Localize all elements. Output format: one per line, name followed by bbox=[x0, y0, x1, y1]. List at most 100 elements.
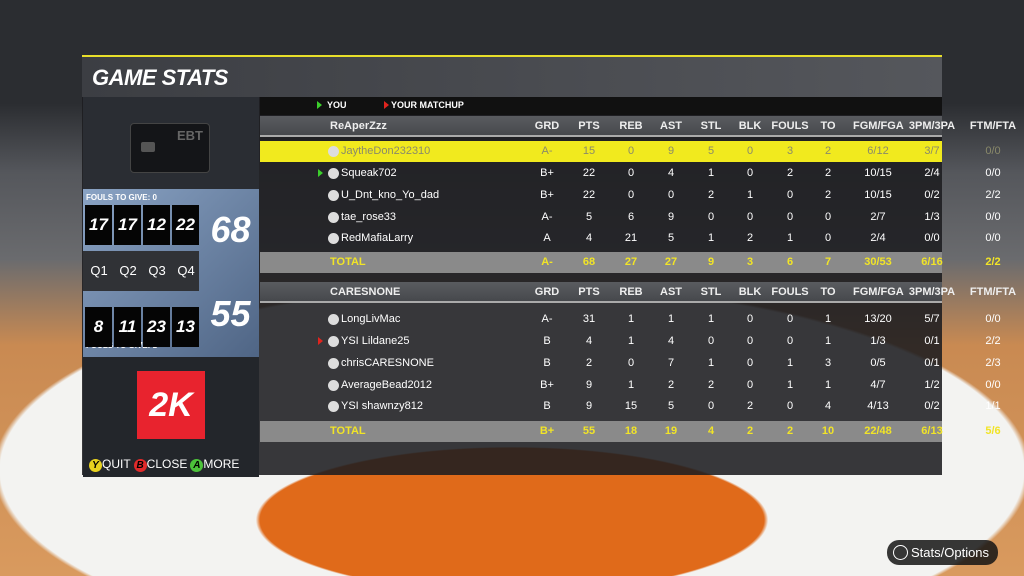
stat-cell: 0 bbox=[627, 189, 635, 201]
column-header: REB bbox=[619, 286, 643, 298]
player-row[interactable]: AverageBead2012 B+ 9 1 2 2 0 1 1 4/7 1/2 0/0 bbox=[260, 375, 1001, 396]
stat-cell: 0 bbox=[824, 211, 832, 223]
stat-cell: 0 bbox=[786, 335, 794, 347]
total-cell: 2/2 bbox=[985, 256, 1001, 268]
stats-table: YOU YOUR MATCHUP ReAperZzz GRD PTS REB AST ST… bbox=[260, 97, 1016, 477]
total-cell: 30/53 bbox=[864, 256, 892, 268]
column-header: TO bbox=[820, 286, 836, 298]
stat-cell: A- bbox=[541, 313, 553, 325]
column-header: GRD bbox=[534, 120, 560, 132]
total-cell: B+ bbox=[539, 425, 555, 437]
controller-hints: Y QUIT B CLOSE A MORE bbox=[89, 457, 239, 472]
stat-cell: 0/1 bbox=[924, 357, 940, 369]
total-cell: 55 bbox=[582, 425, 596, 437]
stat-cell: 0 bbox=[786, 400, 794, 412]
platform-icon bbox=[328, 146, 339, 157]
stat-cell: 4 bbox=[824, 400, 832, 412]
player-row[interactable]: YSI shawnzy812 B 9 15 5 0 2 0 4 4/13 0/2 1/1 bbox=[260, 396, 1001, 417]
platform-icon bbox=[328, 233, 339, 244]
b-button-icon: B bbox=[133, 459, 147, 472]
stat-cell: 2/7 bbox=[870, 211, 886, 223]
stat-cell: 1/1 bbox=[985, 400, 1001, 412]
column-header: BLK bbox=[738, 286, 762, 298]
platform-icon bbox=[328, 168, 339, 179]
stat-cell: 4 bbox=[667, 167, 675, 179]
stat-cell: 2 bbox=[746, 232, 754, 244]
player-row[interactable]: RedMafiaLarry A 4 21 5 1 2 1 0 2/4 0/0 0/0 bbox=[260, 228, 1001, 249]
total-cell: 27 bbox=[664, 256, 678, 268]
home-q3-score: 12 bbox=[143, 205, 170, 245]
total-cell: 3 bbox=[746, 256, 754, 268]
column-header: FTM/FTA bbox=[969, 286, 1017, 298]
stat-cell: 0/0 bbox=[985, 232, 1001, 244]
stat-cell: 1 bbox=[667, 313, 675, 325]
stat-cell: 4 bbox=[667, 335, 675, 347]
away-q3-score: 23 bbox=[143, 307, 170, 347]
stat-cell: 1 bbox=[824, 335, 832, 347]
platform-icon bbox=[328, 358, 339, 369]
legend-matchup: YOUR MATCHUP bbox=[391, 100, 464, 110]
stat-cell: 22 bbox=[582, 189, 596, 201]
stat-cell: 21 bbox=[624, 232, 638, 244]
quarter-scores: FOULS TO GIVE: 0 FOULS TO GIVE: 1 68 55 … bbox=[83, 189, 259, 357]
y-button-icon: Y bbox=[89, 459, 102, 472]
player-name: tae_rose33 bbox=[341, 211, 397, 223]
stat-cell: 2/3 bbox=[985, 357, 1001, 369]
player-row[interactable]: chrisCARESNONE B 2 0 7 1 0 1 3 0/5 0/1 2/3 bbox=[260, 353, 1001, 374]
stat-cell: 9 bbox=[667, 145, 675, 157]
stat-cell: 4 bbox=[585, 335, 593, 347]
stat-cell: 0/0 bbox=[985, 379, 1001, 391]
stat-cell: 2/2 bbox=[985, 335, 1001, 347]
stat-cell: 5 bbox=[585, 211, 593, 223]
a-button-icon: A bbox=[190, 459, 204, 472]
quit-button[interactable]: Y QUIT bbox=[89, 457, 131, 472]
stat-cell: 2 bbox=[746, 400, 754, 412]
player-row[interactable]: LongLivMac A- 31 1 1 1 0 0 1 13/20 5/7 0/0 bbox=[260, 309, 1001, 330]
player-row[interactable]: JaytheDon232310 A- 15 0 9 5 0 3 2 6/12 3/7 0/0 bbox=[260, 141, 1001, 162]
team-header: CARESNONE GRD PTS REB AST STL BLK FOULS TO FGM/FG… bbox=[260, 282, 1016, 303]
you-marker-icon bbox=[318, 169, 323, 177]
stat-cell: 3 bbox=[786, 145, 794, 157]
column-header: FOULS bbox=[771, 120, 809, 132]
stat-cell: 2 bbox=[707, 189, 715, 201]
player-row[interactable]: YSI Lildane25 B 4 1 4 0 0 0 1 1/3 0/1 2/2 bbox=[260, 331, 1001, 352]
player-name: Squeak702 bbox=[341, 167, 397, 179]
stat-cell: 1 bbox=[824, 313, 832, 325]
game-stats-panel: GAME STATS EBT FOULS TO GIVE: 0 FOULS TO… bbox=[82, 55, 1016, 477]
stat-cell: 0/1 bbox=[924, 335, 940, 347]
player-row[interactable]: tae_rose33 A- 5 6 9 0 0 0 0 2/7 1/3 0/0 bbox=[260, 207, 1001, 228]
stats-options-button[interactable]: Stats/Options bbox=[887, 540, 998, 565]
stat-cell: A bbox=[543, 232, 551, 244]
stat-cell: 5 bbox=[707, 145, 715, 157]
player-name: RedMafiaLarry bbox=[341, 232, 414, 244]
home-fouls-to-give: FOULS TO GIVE: 0 bbox=[86, 193, 157, 202]
player-row[interactable]: U_Dnt_kno_Yo_dad B+ 22 0 0 2 1 0 2 10/15 0/2 2/2 bbox=[260, 185, 1001, 206]
stat-cell: 5 bbox=[667, 400, 675, 412]
stat-cell: 15 bbox=[582, 145, 596, 157]
player-name: U_Dnt_kno_Yo_dad bbox=[341, 189, 440, 201]
stat-cell: 1 bbox=[707, 313, 715, 325]
stat-cell: 2 bbox=[585, 357, 593, 369]
stat-cell: A- bbox=[541, 145, 553, 157]
total-row: TOTAL B+ 55 18 19 4 2 2 10 22/48 6/13 5/6 bbox=[260, 421, 1001, 442]
column-header: 3PM/3PA bbox=[908, 286, 956, 298]
stat-cell: 0/0 bbox=[985, 313, 1001, 325]
stat-cell: 2 bbox=[824, 189, 832, 201]
stat-cell: 1/3 bbox=[924, 211, 940, 223]
column-header: 3PM/3PA bbox=[908, 120, 956, 132]
platform-icon bbox=[328, 212, 339, 223]
stat-cell: 0 bbox=[746, 335, 754, 347]
column-header: GRD bbox=[534, 286, 560, 298]
total-cell: 9 bbox=[707, 256, 715, 268]
column-header: PTS bbox=[578, 120, 600, 132]
total-cell: 22/48 bbox=[864, 425, 892, 437]
stat-cell: B bbox=[543, 357, 551, 369]
stat-cell: 0 bbox=[667, 189, 675, 201]
player-row[interactable]: Squeak702 B+ 22 0 4 1 0 2 2 10/15 2/4 0/0 bbox=[260, 163, 1001, 184]
quarter-labels: Q1 Q2 Q3 Q4 bbox=[83, 251, 199, 291]
matchup-marker-icon bbox=[384, 101, 389, 109]
quarter-label: Q1 bbox=[90, 263, 108, 278]
total-cell: 5/6 bbox=[985, 425, 1001, 437]
more-button[interactable]: A MORE bbox=[190, 457, 239, 472]
close-button[interactable]: B CLOSE bbox=[133, 457, 187, 472]
